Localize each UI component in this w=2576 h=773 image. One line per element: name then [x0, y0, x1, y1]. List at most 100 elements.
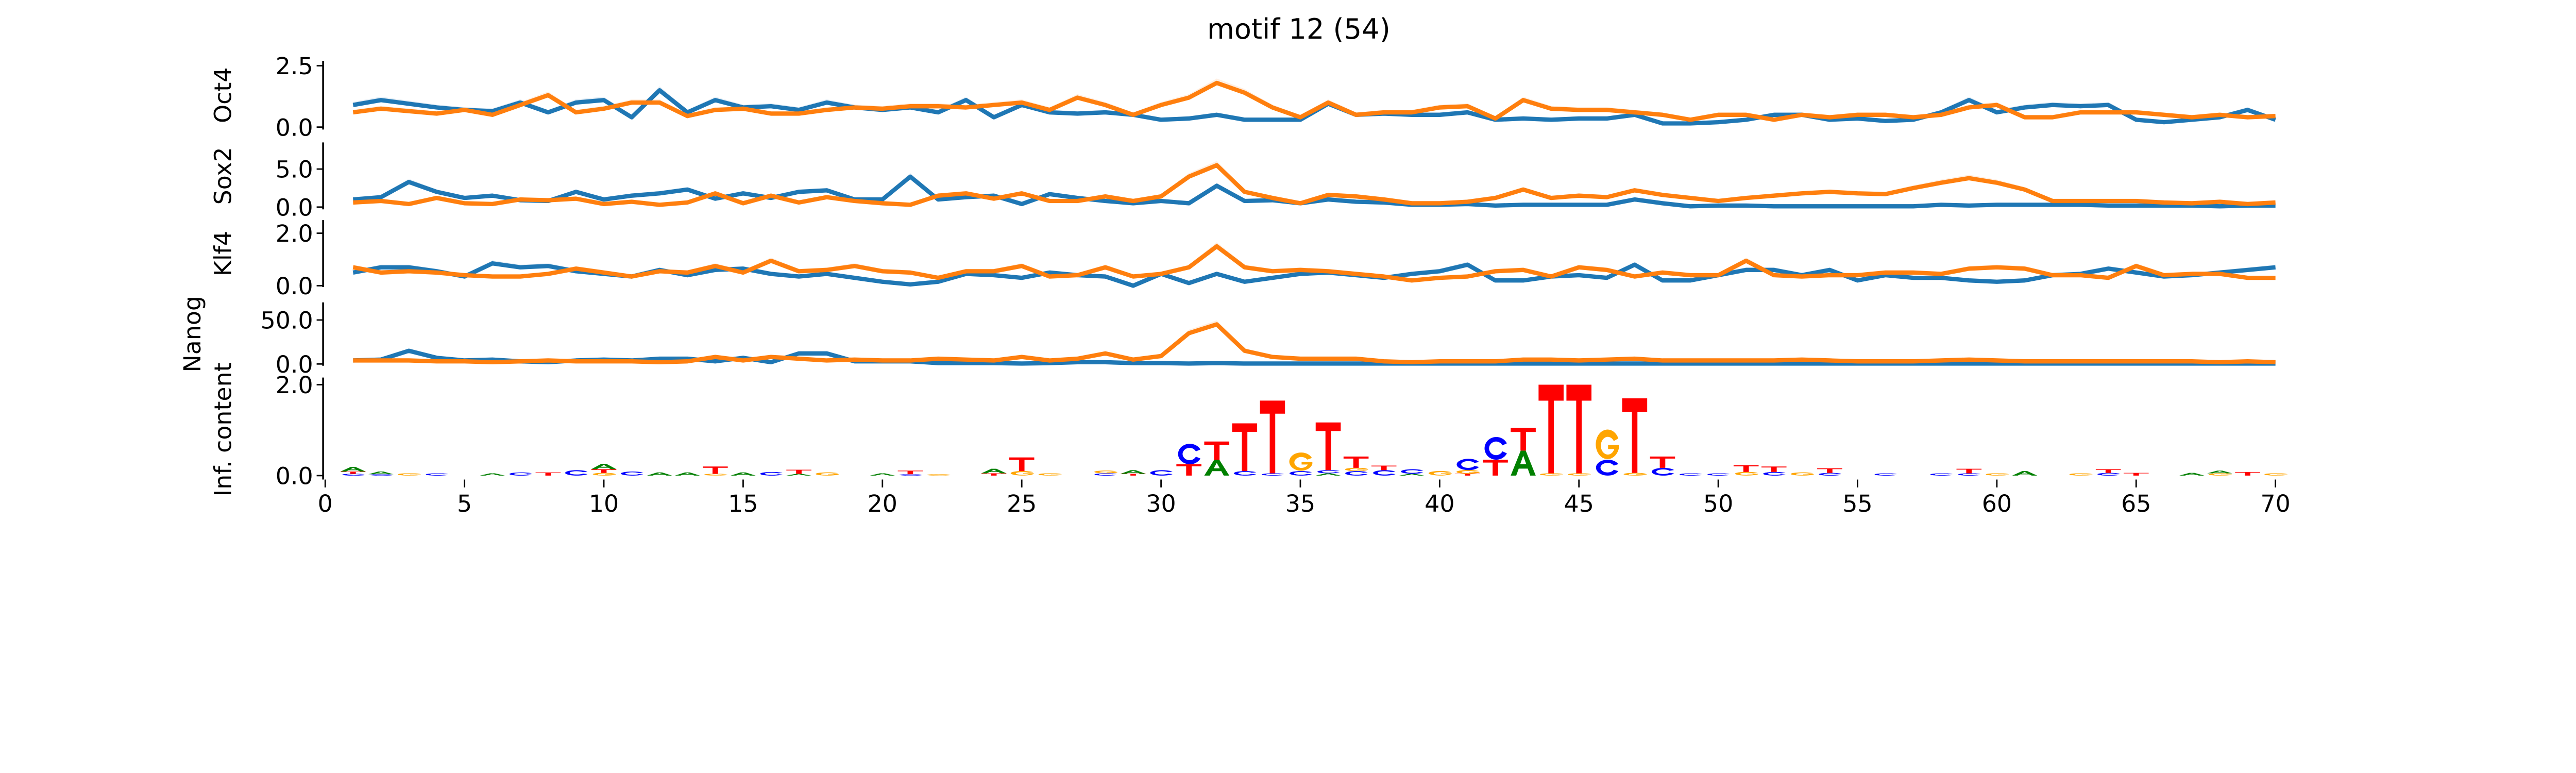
logo-letter-G-glyph — [1456, 470, 1480, 474]
logo-letter-T-glyph — [1956, 468, 1982, 474]
series-line-blue — [353, 348, 2276, 366]
logo-letter-T-glyph — [786, 469, 811, 474]
y-tick-label: 2.0 — [276, 371, 313, 399]
logo-letter-A-glyph — [591, 463, 617, 469]
logo-letter-T-glyph — [1260, 400, 1285, 474]
confidence-band-orange — [353, 78, 2276, 122]
motif-figure: motif 12 (54) 0.02.5Oct40.05.0Sox20.02.0… — [178, 13, 2291, 517]
logo-letter-G-glyph — [816, 472, 839, 476]
logo-letter-T-glyph — [1761, 466, 1787, 472]
logo-letter-C-glyph — [621, 471, 643, 476]
x-tick-label: 40 — [1425, 490, 1454, 517]
y-tick-label: 0.0 — [276, 193, 313, 221]
logo-letter-C-glyph — [1596, 460, 1619, 476]
logo-letter-T-glyph — [535, 472, 561, 476]
series-line-orange — [353, 163, 2276, 207]
logo-letter-A-glyph — [480, 473, 505, 476]
logo-letter-C-glyph — [1456, 459, 1479, 470]
logo-letter-C-glyph — [1317, 470, 1340, 474]
logo-letter-T-glyph — [1622, 398, 1648, 473]
logo-letter-C-glyph — [1373, 470, 1396, 476]
series-line-orange — [353, 322, 2276, 365]
logo-letter-C-glyph — [1763, 472, 1786, 476]
logo-letter-G-glyph — [2264, 473, 2287, 476]
logo-letter-T-glyph — [1343, 456, 1369, 468]
logo-letter-C-glyph — [1261, 473, 1284, 476]
logo-letter-C-glyph — [342, 474, 365, 476]
logo-letter-A-glyph — [1204, 460, 1230, 476]
x-tick-label: 10 — [589, 490, 619, 517]
logo-letter-C-glyph — [509, 472, 532, 476]
logo-letter-G-glyph — [1428, 470, 1452, 476]
logo-letter-G-glyph — [2209, 473, 2232, 476]
x-tick-label: 45 — [1564, 490, 1594, 517]
logo-letter-C-glyph — [1651, 467, 1674, 476]
logo-letter-T-glyph — [591, 469, 617, 473]
logo-letter-C-glyph — [1707, 473, 1730, 476]
x-tick-label: 25 — [1007, 490, 1037, 517]
logo-letter-C-glyph — [1819, 473, 1841, 476]
logo-letter-T-glyph — [1371, 465, 1397, 470]
logo-letter-C-glyph — [1958, 473, 1981, 476]
y-tick-label: 0.0 — [276, 350, 313, 378]
logo-letter-T-glyph — [897, 470, 923, 475]
chart-title: motif 12 (54) — [1207, 13, 1391, 45]
logo-letter-A-glyph — [1315, 473, 1341, 476]
logo-letter-A-glyph — [2179, 473, 2205, 476]
y-tick-label: 0.0 — [276, 272, 313, 300]
logo-letter-C-glyph — [1289, 471, 1312, 476]
logo-letter-T-glyph — [1483, 460, 1508, 476]
x-tick-label: 65 — [2121, 490, 2151, 517]
logo-letter-C-glyph — [1150, 470, 1173, 476]
logo-letter-T-glyph — [2095, 469, 2121, 473]
logo-letter-C-glyph — [1094, 473, 1117, 476]
logo-letter-G-glyph — [704, 474, 727, 476]
y-tick-label: 50.0 — [261, 307, 313, 334]
logo-letter-C-glyph — [370, 474, 393, 476]
logo-letter-G-glyph — [1010, 470, 1034, 476]
x-tick-label: 0 — [318, 490, 333, 517]
x-tick-label: 70 — [2260, 490, 2290, 517]
series-line-orange — [352, 80, 2276, 122]
logo-letter-C-glyph — [1233, 471, 1257, 476]
panel-sox2: 0.0 5.0 Sox2 — [209, 142, 2276, 221]
logo-letter-G-glyph — [1986, 473, 2009, 476]
logo-letter-T-glyph — [1650, 456, 1675, 468]
logo-letter-T-glyph — [341, 471, 366, 474]
logo-letter-G-glyph — [1038, 473, 1062, 476]
y-tick-label: 2.5 — [276, 52, 313, 80]
logo-letter-C-glyph — [2097, 473, 2120, 476]
logo-letter-T-glyph — [1538, 384, 1564, 474]
logo-letter-T-glyph — [981, 473, 1007, 476]
logo-letter-C-glyph — [760, 472, 783, 476]
logo-letter-T-glyph — [1176, 464, 1201, 476]
logo-letter-G-glyph — [1289, 452, 1313, 471]
x-tick-label: 15 — [728, 490, 758, 517]
logo-letter-T-glyph — [1232, 423, 1258, 472]
panel-sequence-logo: 0.0 2.0 Inf. content 0 5 10 15 20 25 30 35 40 45 50 55… — [209, 362, 2291, 517]
logo-letter-T-glyph — [1455, 474, 1480, 476]
logo-letter-G-glyph — [1094, 470, 1117, 474]
panel-oct4: 0.0 2.5 Oct4 — [209, 52, 2277, 141]
y-tick-label: 5.0 — [276, 156, 313, 183]
y-tick-label: 2.0 — [276, 220, 313, 247]
logo-letter-A-glyph — [2207, 470, 2232, 474]
logo-letter-C-glyph — [565, 470, 588, 476]
logo-letter-C-glyph — [899, 474, 922, 476]
logo-letter-C-glyph — [1178, 444, 1201, 464]
y-axis-label: Nanog — [178, 296, 206, 373]
logo-letter-C-glyph — [426, 473, 448, 476]
logo-letter-T-glyph — [1009, 457, 1035, 472]
panel-klf4: 0.0 2.0 Klf4 — [209, 220, 2276, 300]
y-axis-label: Sox2 — [209, 147, 237, 205]
logo-letter-G-glyph — [1790, 472, 1814, 476]
logo-letter-T-glyph — [703, 466, 728, 474]
y-tick-label: 0.0 — [276, 113, 313, 141]
x-tick-label: 35 — [1285, 490, 1315, 517]
logo-letter-G-glyph — [592, 473, 616, 476]
logo-letter-C-glyph — [1345, 471, 1368, 476]
logo-letter-T-glyph — [1121, 474, 1146, 476]
logo-letter-T-glyph — [1566, 384, 1592, 474]
logo-letter-A-glyph — [2012, 471, 2038, 476]
logo-letter-G-glyph — [1568, 473, 1591, 476]
